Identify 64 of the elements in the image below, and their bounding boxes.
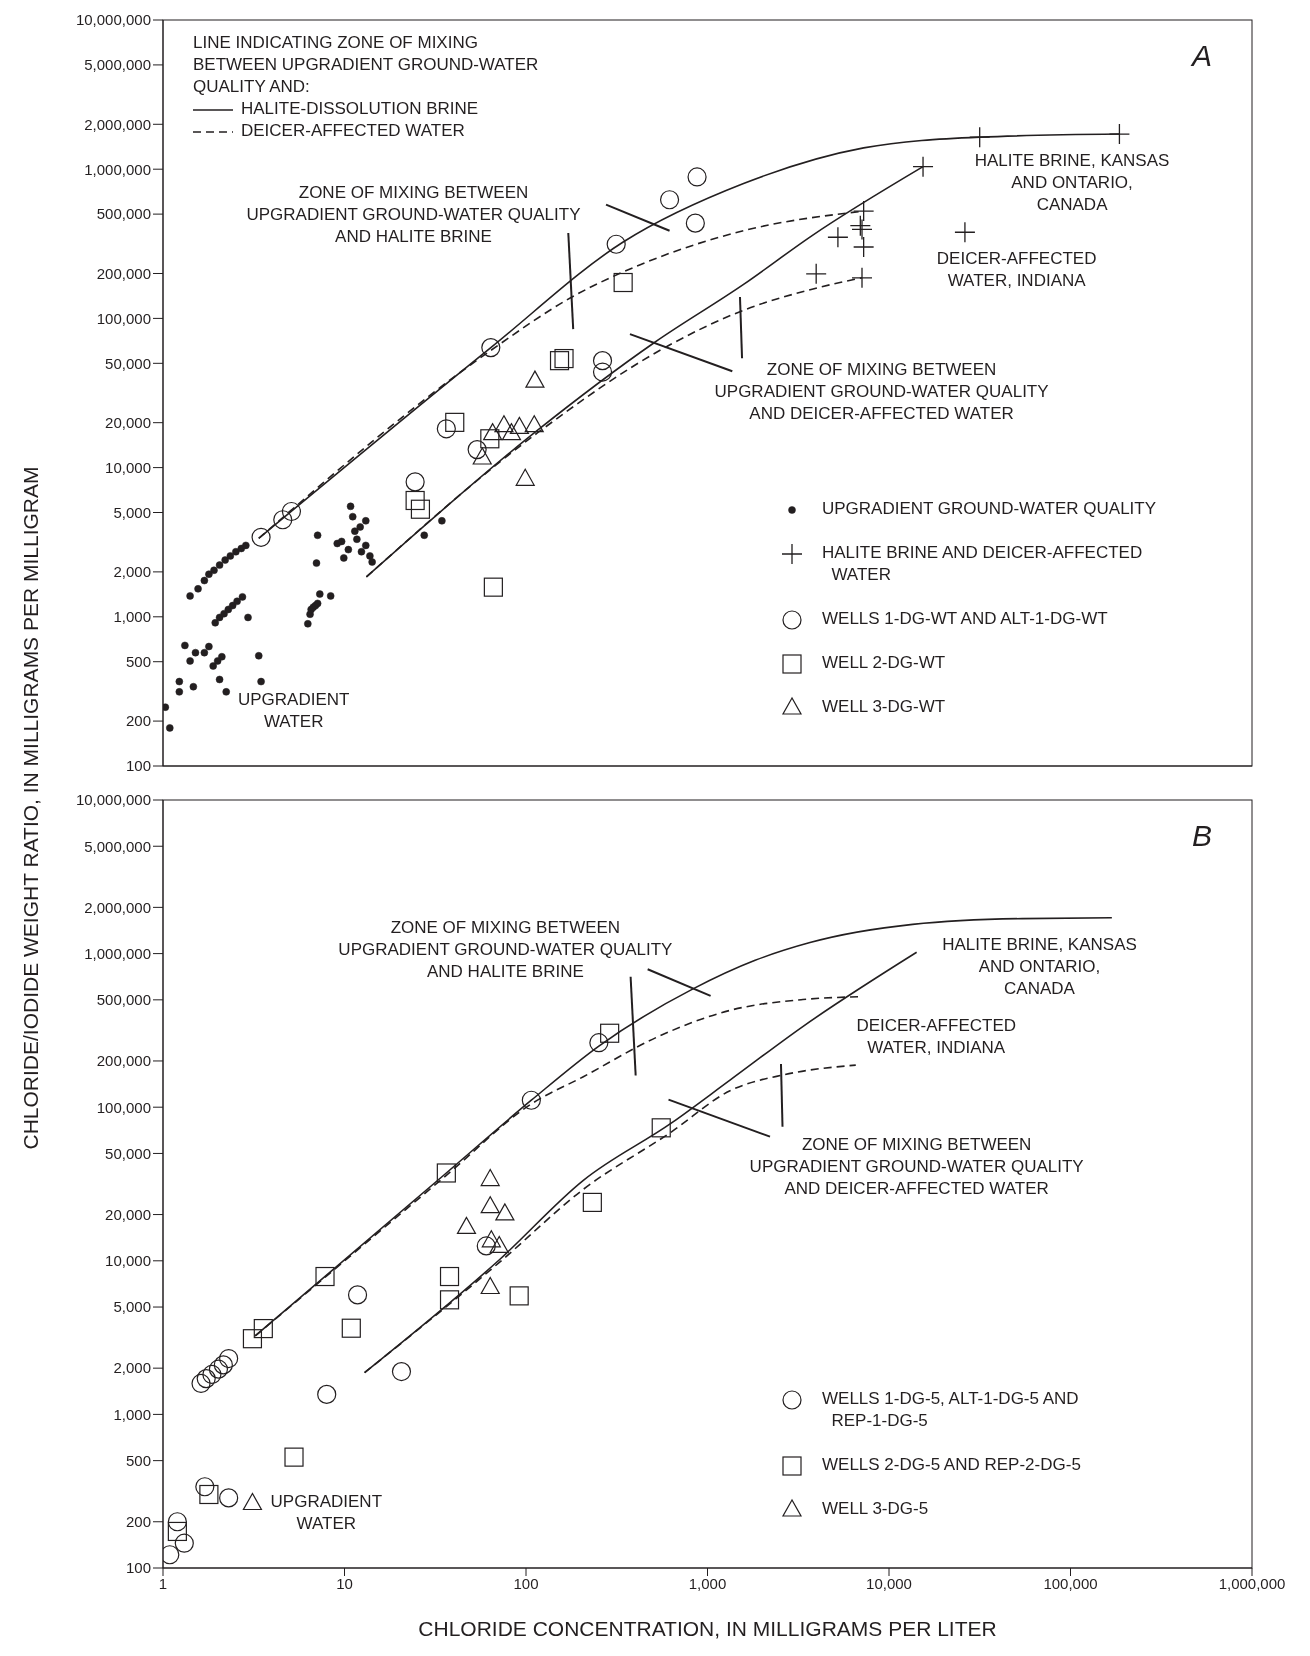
x-tick-label: 100,000 [1043, 1574, 1098, 1592]
x-tick-label: 100 [513, 1574, 539, 1592]
legend-label: WELL 3-DG-WT [822, 697, 946, 717]
y-tick-label: 500,000 [96, 991, 151, 1009]
annotation: ZONE OF MIXING BETWEEN UPGRADIENT GROUND-WATER QUALITY AND DEICER-AFFECTED WATER [749, 1135, 1084, 1199]
y-tick-label: 200 [125, 1513, 151, 1531]
y-tick-label: 500 [125, 653, 151, 671]
y-tick-label: 5,000,000 [84, 837, 151, 855]
y-tick-label: 2,000,000 [84, 898, 151, 916]
annotation: B [1191, 818, 1212, 852]
y-tick-label: 10,000,000 [75, 11, 151, 29]
annotation: UPGRADIENT WATER [237, 690, 350, 732]
x-tick-label: 1,000,000 [1218, 1574, 1286, 1592]
legend-label: WELLS 1-DG-WT AND ALT-1-DG-WT [822, 609, 1108, 629]
annotation: ZONE OF MIXING BETWEEN UPGRADIENT GROUND-WATER QUALITY AND HALITE BRINE [246, 183, 581, 247]
legend-label: HALITE BRINE AND DEICER-AFFECTED WATER [822, 543, 1143, 585]
annotation: DEICER-AFFECTED WATER, INDIANA [856, 1016, 1017, 1058]
y-tick-label: 100,000 [96, 1098, 151, 1116]
y-tick-label: 10,000 [105, 458, 151, 476]
y-tick-label: 5,000 [113, 503, 151, 521]
legend-title: LINE INDICATING ZONE OF MIXING BETWEEN UPGRADIENT GROUND-WATER QUALITY AND: [193, 33, 539, 97]
annotation: DEICER-AFFECTED WATER, INDIANA [936, 249, 1097, 291]
y-tick-label: 200 [125, 712, 151, 730]
y-tick-label: 10,000,000 [75, 791, 151, 809]
y-tick-label: 100 [125, 757, 151, 775]
y-tick-label: 5,000 [113, 1298, 151, 1316]
y-tick-label: 200,000 [96, 264, 151, 282]
annotation: ZONE OF MIXING BETWEEN UPGRADIENT GROUND-WATER QUALITY AND DEICER-AFFECTED WATER [714, 360, 1049, 424]
x-tick-label: 1,000 [688, 1574, 727, 1592]
y-tick-label: 2,000 [113, 563, 151, 581]
y-tick-label: 20,000 [105, 414, 151, 432]
legend-label: UPGRADIENT GROUND-WATER QUALITY [822, 499, 1157, 519]
y-tick-label: 50,000 [105, 1144, 151, 1162]
legend-label: HALITE-DISSOLUTION BRINE [241, 99, 479, 119]
y-tick-label: 500,000 [96, 205, 151, 223]
annotation: HALITE BRINE, KANSAS AND ONTARIO, CANADA [942, 935, 1137, 999]
y-tick-label: 2,000,000 [84, 115, 151, 133]
annotation: UPGRADIENT WATER [270, 1492, 383, 1534]
x-tick-label: 10,000 [866, 1574, 912, 1592]
legend-label: WELLS 1-DG-5, ALT-1-DG-5 AND REP-1-DG-5 [822, 1389, 1079, 1431]
legend-label: WELL 2-DG-WT [822, 653, 946, 673]
y-tick-label: 1,000 [113, 608, 151, 626]
annotation: HALITE BRINE, KANSAS AND ONTARIO, CANADA [974, 151, 1170, 215]
y-tick-label: 200,000 [96, 1052, 151, 1070]
annotation: ZONE OF MIXING BETWEEN UPGRADIENT GROUND-WATER QUALITY AND HALITE BRINE [338, 918, 673, 982]
y-tick-label: 100,000 [96, 309, 151, 327]
y-tick-label: 2,000 [113, 1359, 151, 1377]
x-tick-label: 1 [158, 1574, 168, 1592]
legend-label: DEICER-AFFECTED WATER [241, 121, 465, 141]
annotation: A [1189, 38, 1212, 72]
y-tick-label: 5,000,000 [84, 56, 151, 74]
y-tick-label: 10,000 [105, 1252, 151, 1270]
y-tick-label: 50,000 [105, 354, 151, 372]
y-tick-label: 1,000,000 [84, 160, 151, 178]
x-tick-label: 10 [336, 1574, 353, 1592]
y-tick-label: 20,000 [105, 1205, 151, 1223]
legend-label: WELLS 2-DG-5 AND REP-2-DG-5 [822, 1455, 1081, 1475]
y-tick-label: 100 [125, 1559, 151, 1577]
y-axis-title: CHLORIDE/IODIDE WEIGHT RATIO, IN MILLIGRAMS PER MILLIGRAM [19, 466, 43, 1150]
y-tick-label: 1,000 [113, 1405, 151, 1423]
y-tick-label: 500 [125, 1451, 151, 1469]
x-axis-title: CHLORIDE CONCENTRATION, IN MILLIGRAMS PER LITER [418, 1616, 997, 1640]
legend-label: WELL 3-DG-5 [822, 1499, 929, 1519]
y-tick-label: 1,000,000 [84, 944, 151, 962]
